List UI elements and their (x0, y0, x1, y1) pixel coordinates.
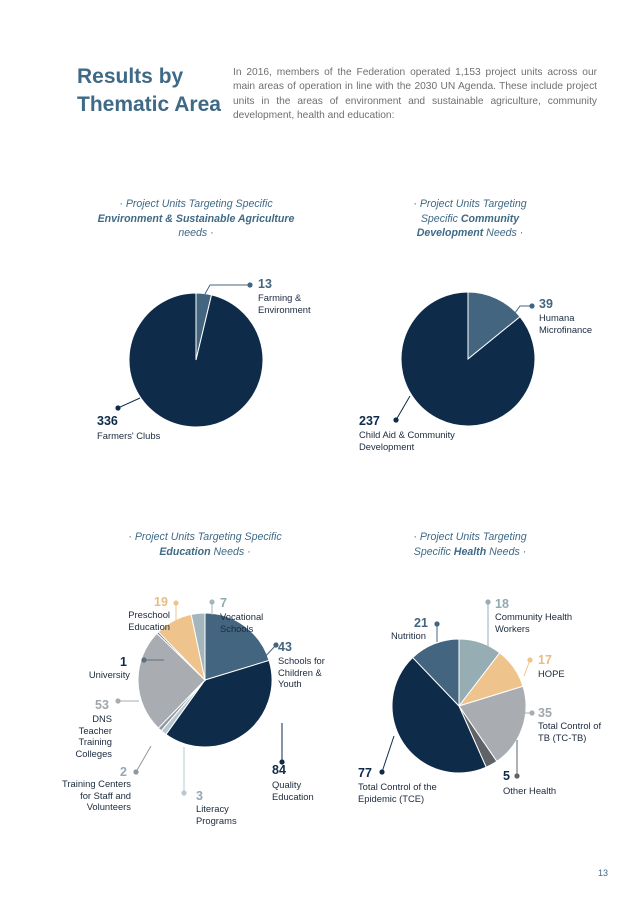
value-label: 2 (120, 765, 127, 779)
value-label: 13 (258, 277, 272, 291)
pie-slice (137, 632, 206, 729)
leader-dot (393, 417, 399, 423)
leader-dot (133, 769, 139, 775)
page-title-line2: Thematic Area (77, 93, 221, 116)
slice-label: Child Aid & Community Development (359, 429, 455, 452)
leader-line (135, 745, 152, 773)
slice-label: HOPE (538, 668, 565, 679)
leader-dot (529, 303, 535, 309)
value-label: 1 (120, 655, 127, 669)
chart-title-bold: Community Development (416, 212, 520, 240)
chart-title-bold: Health (453, 545, 487, 558)
chart-title-pre: · Project Units Targeting Specific (128, 531, 282, 543)
value-label: 7 (220, 596, 227, 610)
leader-line (261, 644, 277, 661)
pie-slice (391, 656, 487, 774)
slice-label: Literacy Programs (196, 803, 237, 826)
slice-label: Farmers' Clubs (97, 430, 161, 441)
pie-slice (204, 612, 270, 681)
leader-dot (115, 698, 121, 704)
value-label: 43 (278, 640, 292, 654)
leader-dot (434, 621, 440, 627)
chart-title-post: Needs · (210, 545, 251, 558)
leader-line (117, 397, 141, 409)
leader-line (395, 395, 411, 421)
chart-title-pre: · Project Units Targeting Specific (413, 531, 527, 558)
leader-dot (485, 599, 491, 605)
slice-label: Schools for Children & Youth (278, 655, 325, 689)
value-label: 35 (538, 706, 552, 720)
leader-line (523, 659, 531, 677)
chart-title-post: needs · (178, 227, 214, 239)
leader-line (381, 735, 395, 773)
slice-label: Farming & Environment (258, 292, 311, 315)
value-label: 5 (503, 769, 510, 783)
value-label: 237 (359, 414, 380, 428)
slice-label: Humana Microfinance (539, 312, 593, 335)
leader-dot (273, 642, 279, 648)
chart-title-community: · Project Units Targeting Specific Commu… (395, 197, 545, 241)
leader-dot (181, 790, 187, 796)
page-title: Results by Thematic Area (77, 63, 227, 119)
chart-title-health: · Project Units Targeting Specific Healt… (395, 530, 545, 559)
leader-dot (527, 657, 533, 663)
slice-label: Preschool Education (128, 609, 170, 632)
chart-title-pre: · Project Units Targeting Specific (119, 198, 273, 210)
slice-label: DNS Teacher Training Colleges (75, 713, 112, 759)
pie-slice (165, 659, 273, 748)
value-label: 21 (414, 616, 428, 630)
slice-label: Training Centers for Staff and Volunteer… (62, 778, 131, 812)
leader-line (511, 305, 532, 318)
chart-title-bold: Education (159, 545, 211, 558)
leader-dot (209, 599, 215, 605)
pie-slice (467, 291, 521, 361)
slice-label: Quality Education (272, 779, 314, 802)
value-label: 19 (154, 595, 168, 609)
value-label: 17 (538, 653, 552, 667)
pie-slice (128, 292, 264, 428)
page-number: 13 (597, 868, 608, 878)
leader-line (204, 284, 250, 295)
leader-dot (173, 600, 179, 606)
leader-dot (115, 405, 121, 411)
chart-title-bold: Environment & Sustainable Agriculture (97, 212, 295, 225)
leader-dot (529, 710, 535, 716)
pie-slice (190, 612, 206, 681)
value-label: 3 (196, 789, 203, 803)
chart-title-environment: · Project Units Targeting Specific Envir… (93, 197, 299, 241)
slice-label: Other Health (503, 785, 557, 796)
slice-label: University (88, 669, 130, 680)
slice-label: Total Control of TB (TC-TB) (538, 720, 602, 743)
chart-title-pre: · Project Units Targeting Specific (413, 198, 527, 225)
value-label: 53 (95, 698, 109, 712)
chart-title-post: Needs · (486, 545, 527, 558)
leader-dot (279, 759, 285, 765)
leader-dot (141, 657, 147, 663)
page-title-line1: Results by (77, 65, 184, 88)
chart-title-education: · Project Units Targeting Specific Educa… (120, 530, 290, 559)
slice-label: Total Control of the Epidemic (TCE) (358, 781, 437, 804)
slice-label: Community Health Workers (495, 611, 573, 634)
pie-slice (400, 291, 536, 427)
value-label: 84 (272, 763, 286, 777)
slice-label: Nutrition (391, 630, 426, 641)
pie-slice (458, 685, 527, 763)
leader-dot (379, 769, 385, 775)
value-label: 77 (358, 766, 372, 780)
value-label: 336 (97, 414, 118, 428)
pie-slice (412, 638, 460, 708)
value-label: 18 (495, 597, 509, 611)
intro-paragraph: In 2016, members of the Federation opera… (233, 67, 597, 122)
slice-label: Vocational Schools (220, 611, 264, 634)
leader-dot (514, 773, 520, 779)
leader-dot (247, 282, 253, 288)
chart-title-post: Needs · (483, 227, 524, 239)
value-label: 39 (539, 297, 553, 311)
